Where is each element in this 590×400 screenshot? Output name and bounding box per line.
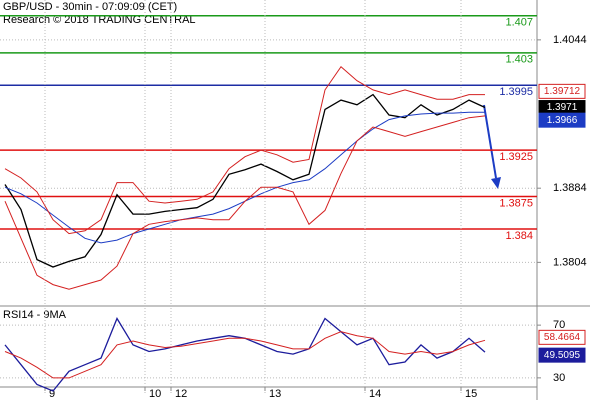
x-tick-label: 15 — [465, 388, 477, 400]
y-tick-label: 1.3804 — [553, 256, 587, 268]
x-tick-label: 13 — [269, 388, 281, 400]
series-line — [4, 93, 486, 268]
chart-title: GBP/USD - 30min - 07:09:09 (CET) — [3, 1, 177, 13]
series-line — [4, 65, 485, 235]
level-label: 1.384 — [505, 230, 533, 242]
level-label: 1.3875 — [499, 197, 533, 209]
rsi-tag-box — [538, 347, 586, 363]
level-label: 1.3995 — [499, 86, 533, 98]
y-tick-label: 70 — [553, 319, 565, 331]
x-tick-label: 9 — [49, 388, 55, 400]
x-tick-label: 14 — [369, 388, 381, 400]
level-label: 1.403 — [505, 54, 533, 66]
y-tick-label: 30 — [553, 372, 565, 384]
rsi-ma-tag-box — [538, 329, 586, 345]
level-label: 1.407 — [505, 17, 533, 29]
forecast-arrow-head — [491, 177, 501, 189]
x-tick-label: 12 — [175, 388, 187, 400]
rsi-title: RSI14 - 9MA — [3, 309, 67, 321]
level-label: 1.3925 — [499, 151, 533, 163]
series-line — [4, 115, 486, 290]
price-tag: 1.3971 — [547, 102, 578, 113]
x-tick-label: 10 — [149, 388, 161, 400]
y-tick-label: 1.3884 — [553, 182, 587, 194]
forecast-arrow — [483, 104, 497, 179]
rsi-tag: 49.5095 — [544, 350, 581, 361]
ma-tag: 1.3966 — [547, 115, 578, 126]
series-line — [4, 331, 486, 379]
chart-subtitle: Research © 2018 TRADING CENTRAL — [3, 14, 196, 26]
last-price-tag: 1.39712 — [544, 86, 581, 97]
rsi-ma-tag: 58.4664 — [544, 332, 581, 343]
y-tick-label: 1.4044 — [553, 34, 587, 46]
last-price-tag-box — [538, 83, 586, 99]
ma-tag-box — [538, 112, 586, 128]
